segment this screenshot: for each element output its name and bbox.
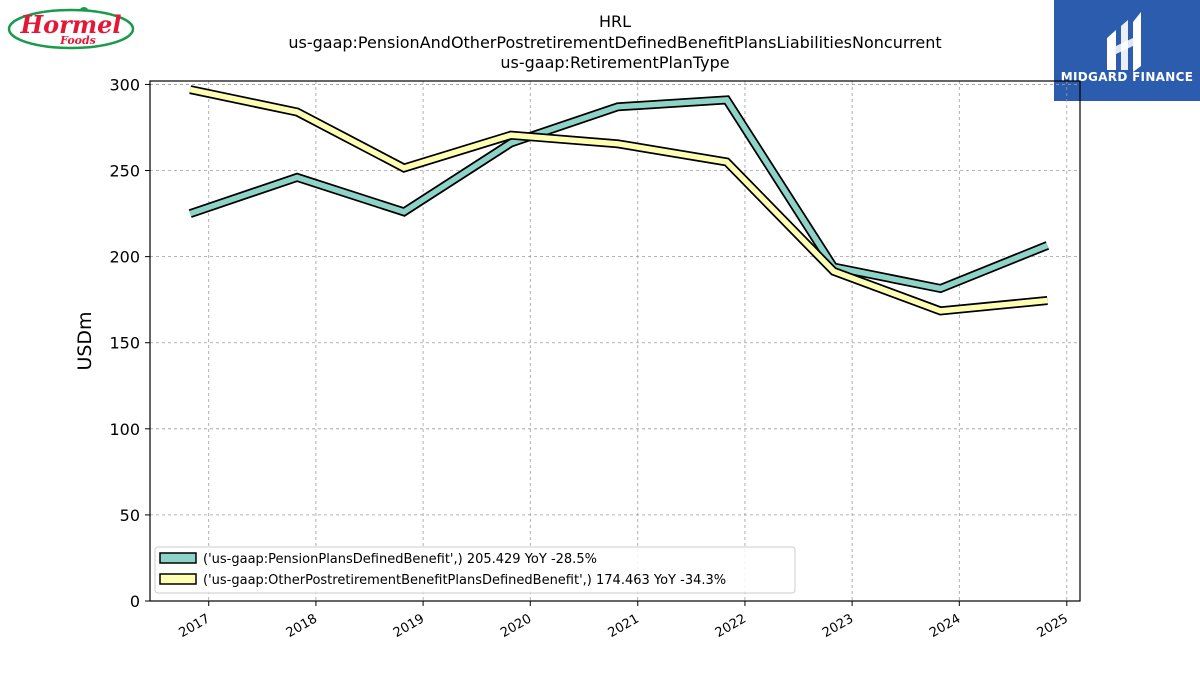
x-tick-label: 2017 — [177, 611, 213, 641]
legend-swatch-other-postretirement — [159, 573, 197, 585]
y-tick-label: 50 — [120, 506, 140, 525]
x-tick-label: 2023 — [820, 611, 856, 641]
series-line-other-postretirement — [189, 85, 1048, 316]
chart-title: HRL us-gaap:PensionAndOtherPostretiremen… — [288, 12, 941, 72]
legend-label-other-postretirement: ('us-gaap:OtherPostretirementBenefitPlan… — [203, 573, 726, 588]
hormel-logo-word: Hormel — [19, 10, 121, 39]
y-tick-label: 100 — [109, 420, 140, 439]
plot-frame — [149, 80, 1081, 602]
y-tick-label: 150 — [109, 334, 140, 353]
y-axis-label: USDm — [74, 311, 96, 370]
y-tick-label: 300 — [109, 75, 140, 94]
series-lines — [188, 85, 1050, 316]
title-line-2: us-gaap:PensionAndOtherPostretirementDef… — [288, 33, 941, 52]
hormel-logo-ring — [7, 8, 135, 50]
x-tick-label: 2020 — [498, 611, 534, 641]
legend-label-pension: ('us-gaap:PensionPlansDefinedBenefit',) … — [203, 552, 597, 567]
y-tick-label: 250 — [109, 162, 140, 181]
legend: ('us-gaap:PensionPlansDefinedBenefit',) … — [154, 546, 796, 594]
x-tick-label: 2019 — [391, 611, 427, 641]
x-tick-label: 2024 — [927, 611, 963, 641]
x-tick-label: 2022 — [713, 611, 749, 641]
gridlines — [150, 81, 1080, 602]
midgard-logo-text: MIDGARD FINANCE — [1061, 70, 1193, 84]
x-axis: 2017 2018 2019 2020 2021 2022 2023 2024 2025 — [177, 601, 1071, 641]
legend-swatch-pension — [159, 552, 197, 564]
series-line-pension — [188, 95, 1050, 294]
y-tick-label: 0 — [130, 592, 140, 611]
leaf-icon — [80, 7, 88, 11]
x-tick-label: 2025 — [1035, 611, 1071, 641]
hormel-logo-subword: Foods — [59, 34, 96, 47]
x-tick-label: 2018 — [284, 611, 320, 641]
series-line-fill — [189, 86, 1048, 314]
series-line-fill — [189, 97, 1049, 292]
hormel-logo: Hormel Foods — [7, 7, 135, 50]
legend-box — [154, 546, 796, 594]
midgard-emblem-icon — [1107, 12, 1141, 72]
x-tick-label: 2021 — [606, 611, 642, 641]
y-axis: 0 50 100 150 200 250 300 — [109, 75, 150, 611]
title-line-3: us-gaap:RetirementPlanType — [500, 53, 729, 72]
y-tick-label: 200 — [109, 248, 140, 267]
title-line-1: HRL — [599, 12, 631, 31]
midgard-finance-logo: MIDGARD FINANCE — [1054, 0, 1200, 101]
